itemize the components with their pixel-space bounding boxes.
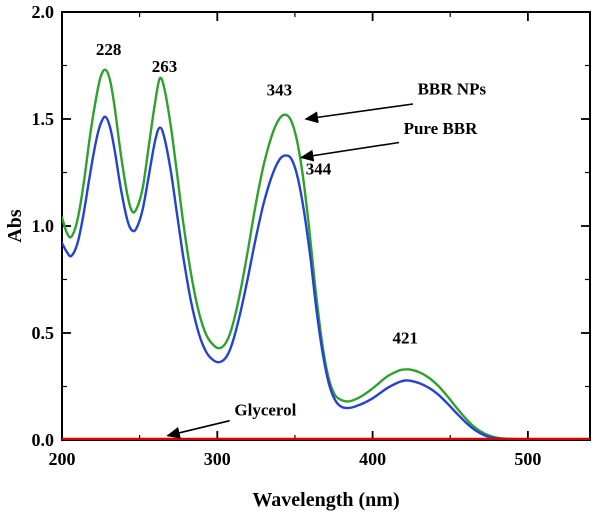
svg-text:1.5: 1.5 bbox=[32, 109, 55, 129]
glycerol-label: Glycerol bbox=[234, 400, 296, 419]
tick-labels: 200 300 400 500 0.0 0.5 1.0 1.5 2.0 bbox=[32, 2, 542, 469]
bbr-nps-arrow bbox=[304, 103, 414, 124]
peak-label-344: 344 bbox=[306, 160, 332, 179]
svg-text:1.0: 1.0 bbox=[32, 216, 55, 236]
series-bbr-nps-line bbox=[62, 68, 590, 440]
pure-bbr-arrow bbox=[299, 141, 400, 162]
bbr-nps-label: BBR NPs bbox=[418, 79, 487, 98]
x-axis-title: Wavelength (nm) bbox=[252, 489, 399, 511]
svg-text:300: 300 bbox=[204, 449, 231, 469]
svg-text:200: 200 bbox=[49, 449, 76, 469]
peak-label-228: 228 bbox=[96, 40, 122, 59]
series-pure-bbr-line bbox=[62, 115, 590, 440]
glycerol-arrow bbox=[166, 419, 230, 439]
pure-bbr-label: Pure BBR bbox=[404, 119, 479, 138]
svg-text:2.0: 2.0 bbox=[32, 2, 55, 22]
svg-text:0.5: 0.5 bbox=[32, 323, 55, 343]
peak-label-421: 421 bbox=[392, 329, 418, 348]
y-axis-title: Abs bbox=[4, 209, 26, 243]
peak-label-343: 343 bbox=[267, 81, 293, 100]
peak-label-263: 263 bbox=[152, 57, 178, 76]
svg-text:0.0: 0.0 bbox=[32, 430, 55, 450]
svg-text:400: 400 bbox=[359, 449, 386, 469]
svg-text:500: 500 bbox=[514, 449, 541, 469]
